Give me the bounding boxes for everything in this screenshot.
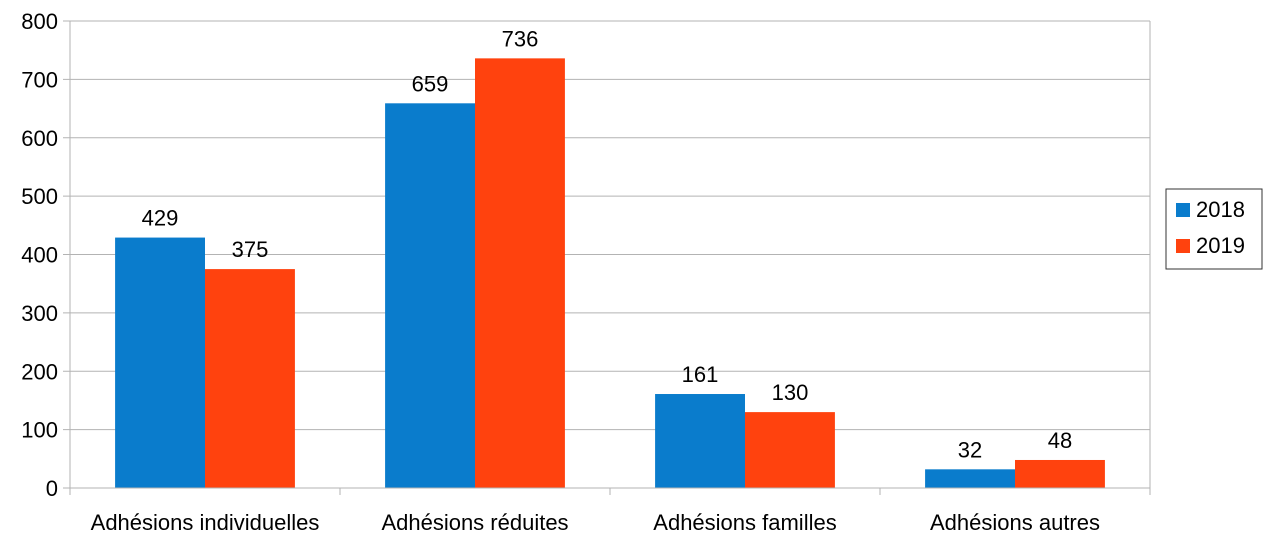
legend-label: 2018 bbox=[1196, 197, 1245, 222]
bars bbox=[115, 58, 1105, 489]
data-label: 32 bbox=[958, 437, 982, 462]
legend-label: 2019 bbox=[1196, 233, 1245, 258]
x-category-label: Adhésions individuelles bbox=[91, 510, 320, 535]
bar-2019 bbox=[745, 412, 835, 488]
bar-2018 bbox=[655, 394, 745, 488]
x-category-label: Adhésions autres bbox=[930, 510, 1100, 535]
data-label: 659 bbox=[412, 71, 449, 96]
y-tick-label: 700 bbox=[21, 67, 58, 92]
bar-2019 bbox=[205, 269, 295, 488]
y-tick-label: 800 bbox=[21, 9, 58, 34]
y-tick-label: 400 bbox=[21, 243, 58, 268]
bar-2019 bbox=[475, 58, 565, 489]
y-tick-label: 200 bbox=[21, 359, 58, 384]
bar-2019 bbox=[1015, 459, 1105, 488]
x-category-label: Adhésions réduites bbox=[381, 510, 568, 535]
bar-2018 bbox=[385, 103, 475, 488]
bar-2018 bbox=[925, 469, 1015, 488]
data-label: 161 bbox=[682, 362, 719, 387]
legend-box bbox=[1165, 188, 1263, 270]
data-label: 429 bbox=[142, 206, 179, 231]
bar-2018 bbox=[115, 237, 205, 488]
data-label: 48 bbox=[1048, 428, 1072, 453]
data-label: 130 bbox=[772, 380, 809, 405]
legend-swatch-2018 bbox=[1176, 203, 1190, 217]
y-tick-label: 0 bbox=[46, 476, 58, 501]
y-tick-label: 300 bbox=[21, 301, 58, 326]
data-label: 375 bbox=[232, 237, 269, 262]
legend: 2018 2019 bbox=[1165, 188, 1263, 270]
legend-swatch-2019 bbox=[1176, 239, 1190, 253]
x-category-label: Adhésions familles bbox=[653, 510, 836, 535]
y-tick-label: 500 bbox=[21, 184, 58, 209]
data-label: 736 bbox=[502, 26, 539, 51]
y-tick-label: 600 bbox=[21, 126, 58, 151]
data-labels: 429 375 659 736 161 130 32 48 bbox=[142, 26, 1073, 462]
x-axis: Adhésions individuelles Adhésions réduite… bbox=[69, 487, 1151, 535]
y-tick-label: 100 bbox=[21, 418, 58, 443]
y-axis: 0 100 200 300 400 500 600 700 800 bbox=[21, 9, 71, 501]
